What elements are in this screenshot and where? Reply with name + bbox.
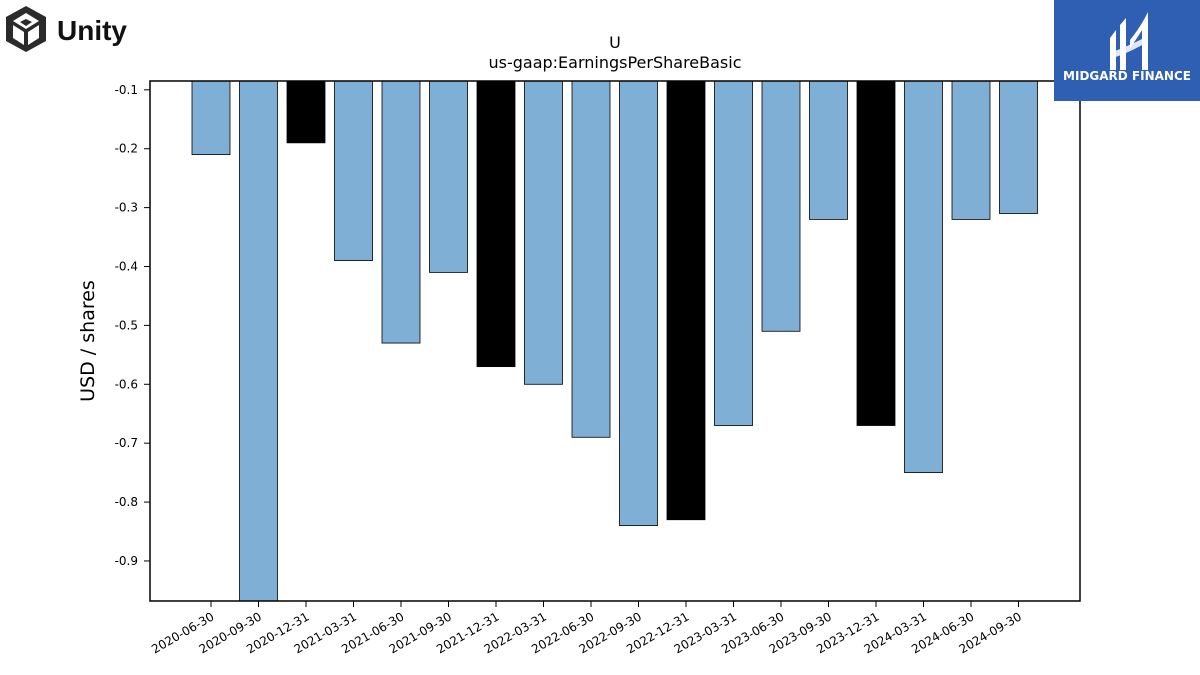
y-tick-label: -0.1 (115, 83, 138, 97)
bar-2021-09-30 (429, 80, 468, 273)
midgard-mark-icon (1110, 12, 1148, 70)
x-axis: 2020-06-302020-09-302020-12-312021-03-31… (149, 601, 1024, 656)
unity-cube-icon (6, 6, 46, 52)
bar-2022-12-31 (666, 80, 706, 521)
bar-2022-03-31 (524, 80, 563, 385)
y-tick-label: -0.5 (115, 318, 138, 332)
plot-frame (149, 80, 1081, 602)
unity-logo-text: Unity (57, 15, 127, 46)
y-tick-label: -0.8 (115, 495, 138, 509)
y-tick-label: -0.2 (115, 142, 138, 156)
bar-2020-12-31 (286, 80, 326, 144)
bar-2024-06-30 (951, 80, 991, 220)
bar-2023-06-30 (761, 80, 801, 332)
bar-2021-03-31 (334, 80, 373, 262)
midgard-logo-text: MIDGARD FINANCE (1063, 69, 1191, 83)
midgard-finance-logo: MIDGARD FINANCE (1054, 0, 1200, 101)
bar-2023-03-31 (714, 80, 753, 426)
chart-title: U (609, 33, 621, 52)
bar-2022-06-30 (571, 80, 611, 438)
y-axis-label: USD / shares (77, 280, 99, 402)
y-axis: -0.1 -0.2 -0.3 -0.4 -0.5 -0.6 -0.7 -0.8 -0.9 (115, 83, 150, 568)
bar-2024-09-30 (999, 80, 1038, 214)
bar-2023-09-30 (809, 80, 848, 220)
bar-2022-09-30 (619, 80, 658, 527)
chart-subtitle: us-gaap:EarningsPerShareBasic (488, 53, 741, 72)
unity-logo: Unity (4, 4, 144, 54)
y-tick-label: -0.4 (115, 260, 138, 274)
bar-2021-06-30 (381, 80, 421, 344)
y-tick-label: -0.3 (115, 201, 138, 215)
bars-group (191, 80, 1038, 602)
bar-2021-12-31 (476, 80, 516, 368)
y-tick-label: -0.9 (115, 554, 138, 568)
bar-2020-06-30 (191, 80, 231, 156)
y-tick-label: -0.6 (115, 377, 138, 391)
bar-2020-09-30 (239, 80, 278, 602)
bar-2023-12-31 (856, 80, 896, 426)
y-tick-label: -0.7 (115, 436, 138, 450)
bar-2024-03-31 (904, 80, 943, 474)
